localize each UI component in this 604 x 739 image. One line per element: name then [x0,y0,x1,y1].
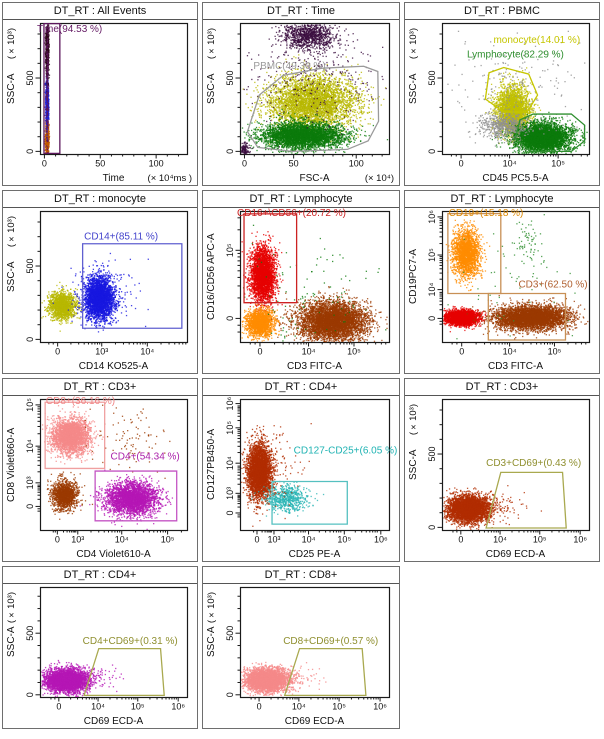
x-axis-label: CD69 ECD-A [83,716,144,727]
plot-title: DT_RT : Lymphocyte [203,191,399,208]
y-axis-label: CD16/CD56 APC-A [206,233,217,320]
scatter-plot-canvas[interactable] [203,208,399,373]
plot-body: CD19PC7-A CD3 FITC-A [405,208,599,373]
scatter-plot-canvas[interactable] [3,396,197,561]
plot-title: DT_RT : monocyte [3,191,197,208]
plot-body: (×10³) SSC-A Time (× 10⁴ms ) [3,20,197,185]
panel-lymphocyte-bt: DT_RT : Lymphocyte CD19PC7-A CD3 FITC-A [404,190,600,374]
x-axis-label: FSC-A [299,173,330,184]
x-axis-unit: (× 10⁴) [364,173,394,184]
y-axis-label: SSC-A [206,73,217,104]
scatter-plot-canvas[interactable] [3,208,197,373]
plot-title: DT_RT : Lymphocyte [405,191,599,208]
plot-body: (×10³) SSC-A CD69 ECD-A [405,396,599,561]
x-axis-label: CD25 PE-A [288,549,341,560]
plot-body: (×10³) SSC-A CD45 PC5.5-A [405,20,599,185]
panel-pbmc: DT_RT : PBMC (×10³) SSC-A CD45 PC5.5-A [404,2,600,186]
scatter-plot-canvas[interactable] [3,584,197,728]
plot-body: (×10³) SSC-A CD69 ECD-A [3,584,197,728]
y-axis-label: SSC-A [206,626,217,658]
x-axis-label: CD45 PC5.5-A [482,173,549,184]
y-axis-label: SSC-A [6,261,17,292]
x-axis-label: Time [102,173,125,184]
y-axis-label: SSC-A [6,73,17,104]
scatter-plot-canvas[interactable] [203,584,399,728]
plot-title: DT_RT : CD8+ [203,567,399,584]
x-axis-label: CD14 KO525-A [78,361,149,372]
plot-title: DT_RT : All Events [3,3,197,20]
x-axis-label: CD4 Violet610-A [76,549,151,560]
panel-cd8-cd69: DT_RT : CD8+ (×10³) SSC-A CD69 ECD-A [202,566,400,729]
x-axis-label: CD69 ECD-A [284,716,345,727]
scatter-plot-canvas[interactable] [203,396,399,561]
x-axis-label: CD3 FITC-A [488,361,543,372]
plot-title: DT_RT : PBMC [405,3,599,20]
y-axis-label: CD127PB450-A [206,428,217,501]
panel-cd3-cd4cd8: DT_RT : CD3+ CD8 Violet660-A CD4 Violet6… [2,378,198,562]
empty-cell [404,566,600,729]
plot-body: CD8 Violet660-A CD4 Violet610-A [3,396,197,561]
panel-time: DT_RT : Time (×10³) SSC-A FSC-A (× 10⁴) [202,2,400,186]
plot-body: (×10³) SSC-A CD14 KO525-A [3,208,197,373]
y-axis-label: CD8 Violet660-A [6,427,17,502]
plot-body: CD16/CD56 APC-A CD3 FITC-A [203,208,399,373]
plot-body: (×10³) SSC-A FSC-A (× 10⁴) [203,20,399,185]
plot-body: (×10³) SSC-A CD69 ECD-A [203,584,399,728]
y-axis-label: CD19PC7-A [408,248,419,305]
panel-all-events: DT_RT : All Events (×10³) SSC-A Time (× … [2,2,198,186]
scatter-plot-canvas[interactable] [405,396,599,561]
scatter-plot-canvas[interactable] [3,20,197,185]
panel-monocyte: DT_RT : monocyte (×10³) SSC-A CD14 KO525… [2,190,198,374]
scatter-plot-canvas[interactable] [203,20,399,185]
y-axis-label: SSC-A [6,626,17,658]
plot-title: DT_RT : CD3+ [3,379,197,396]
plot-title: DT_RT : Time [203,3,399,20]
scatter-plot-canvas[interactable] [405,20,599,185]
y-axis-label: SSC-A [408,73,419,104]
panel-cd4-treg: DT_RT : CD4+ CD127PB450-A CD25 PE-A [202,378,400,562]
plot-title: DT_RT : CD4+ [3,567,197,584]
y-axis-label: SSC-A [408,449,419,480]
plot-title: DT_RT : CD4+ [203,379,399,396]
plot-body: CD127PB450-A CD25 PE-A [203,396,399,561]
scatter-plot-canvas[interactable] [405,208,599,373]
panel-cd4-cd69: DT_RT : CD4+ (×10³) SSC-A CD69 ECD-A [2,566,198,729]
panel-cd3-cd69: DT_RT : CD3+ (×10³) SSC-A CD69 ECD-A [404,378,600,562]
panel-lymphocyte-nk: DT_RT : Lymphocyte CD16/CD56 APC-A CD3 F… [202,190,400,374]
plot-title: DT_RT : CD3+ [405,379,599,396]
x-axis-label: CD3 FITC-A [287,361,342,372]
x-axis-label: CD69 ECD-A [485,549,546,560]
x-axis-unit: (× 10⁴ms ) [147,173,192,184]
